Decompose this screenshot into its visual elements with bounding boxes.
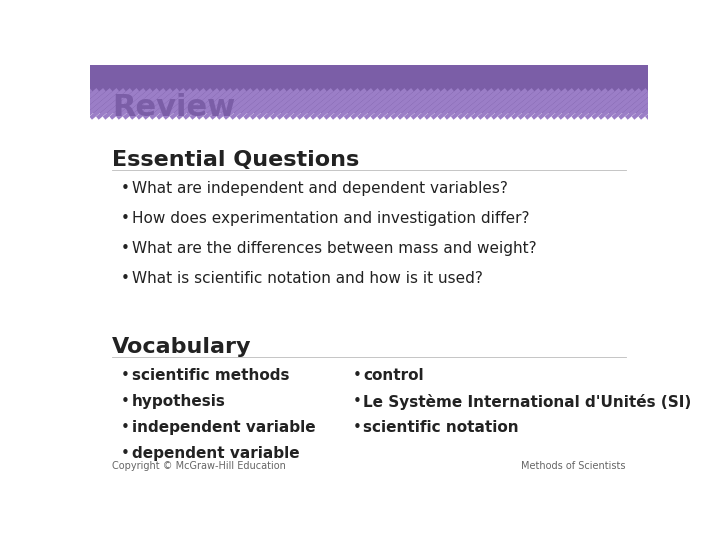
Text: Methods of Scientists: Methods of Scientists bbox=[521, 462, 626, 471]
Text: Review: Review bbox=[112, 93, 235, 122]
Text: •: • bbox=[121, 420, 130, 435]
Text: independent variable: independent variable bbox=[132, 420, 315, 435]
Text: •: • bbox=[121, 271, 130, 286]
Text: What are independent and dependent variables?: What are independent and dependent varia… bbox=[132, 181, 508, 196]
Text: What is scientific notation and how is it used?: What is scientific notation and how is i… bbox=[132, 271, 482, 286]
Text: •: • bbox=[121, 241, 130, 256]
Text: Le Système International d'Unités (SI): Le Système International d'Unités (SI) bbox=[364, 394, 692, 410]
Text: How does experimentation and investigation differ?: How does experimentation and investigati… bbox=[132, 211, 529, 226]
Text: •: • bbox=[121, 368, 130, 383]
Text: Essential Questions: Essential Questions bbox=[112, 150, 359, 170]
Text: control: control bbox=[364, 368, 424, 383]
Text: •: • bbox=[352, 420, 361, 435]
Text: •: • bbox=[121, 181, 130, 196]
Text: •: • bbox=[121, 211, 130, 226]
Text: dependent variable: dependent variable bbox=[132, 446, 300, 461]
Text: What are the differences between mass and weight?: What are the differences between mass an… bbox=[132, 241, 536, 256]
Bar bbox=[90, 95, 648, 113]
Bar bbox=[90, 95, 648, 113]
Bar bbox=[90, 65, 648, 95]
Text: scientific notation: scientific notation bbox=[364, 420, 519, 435]
Text: •: • bbox=[121, 446, 130, 461]
Text: •: • bbox=[352, 394, 361, 409]
Text: •: • bbox=[352, 368, 361, 383]
Text: Copyright © McGraw-Hill Education: Copyright © McGraw-Hill Education bbox=[112, 462, 286, 471]
Text: Vocabulary: Vocabulary bbox=[112, 337, 252, 357]
Text: •: • bbox=[121, 394, 130, 409]
Text: scientific methods: scientific methods bbox=[132, 368, 289, 383]
Text: hypothesis: hypothesis bbox=[132, 394, 226, 409]
